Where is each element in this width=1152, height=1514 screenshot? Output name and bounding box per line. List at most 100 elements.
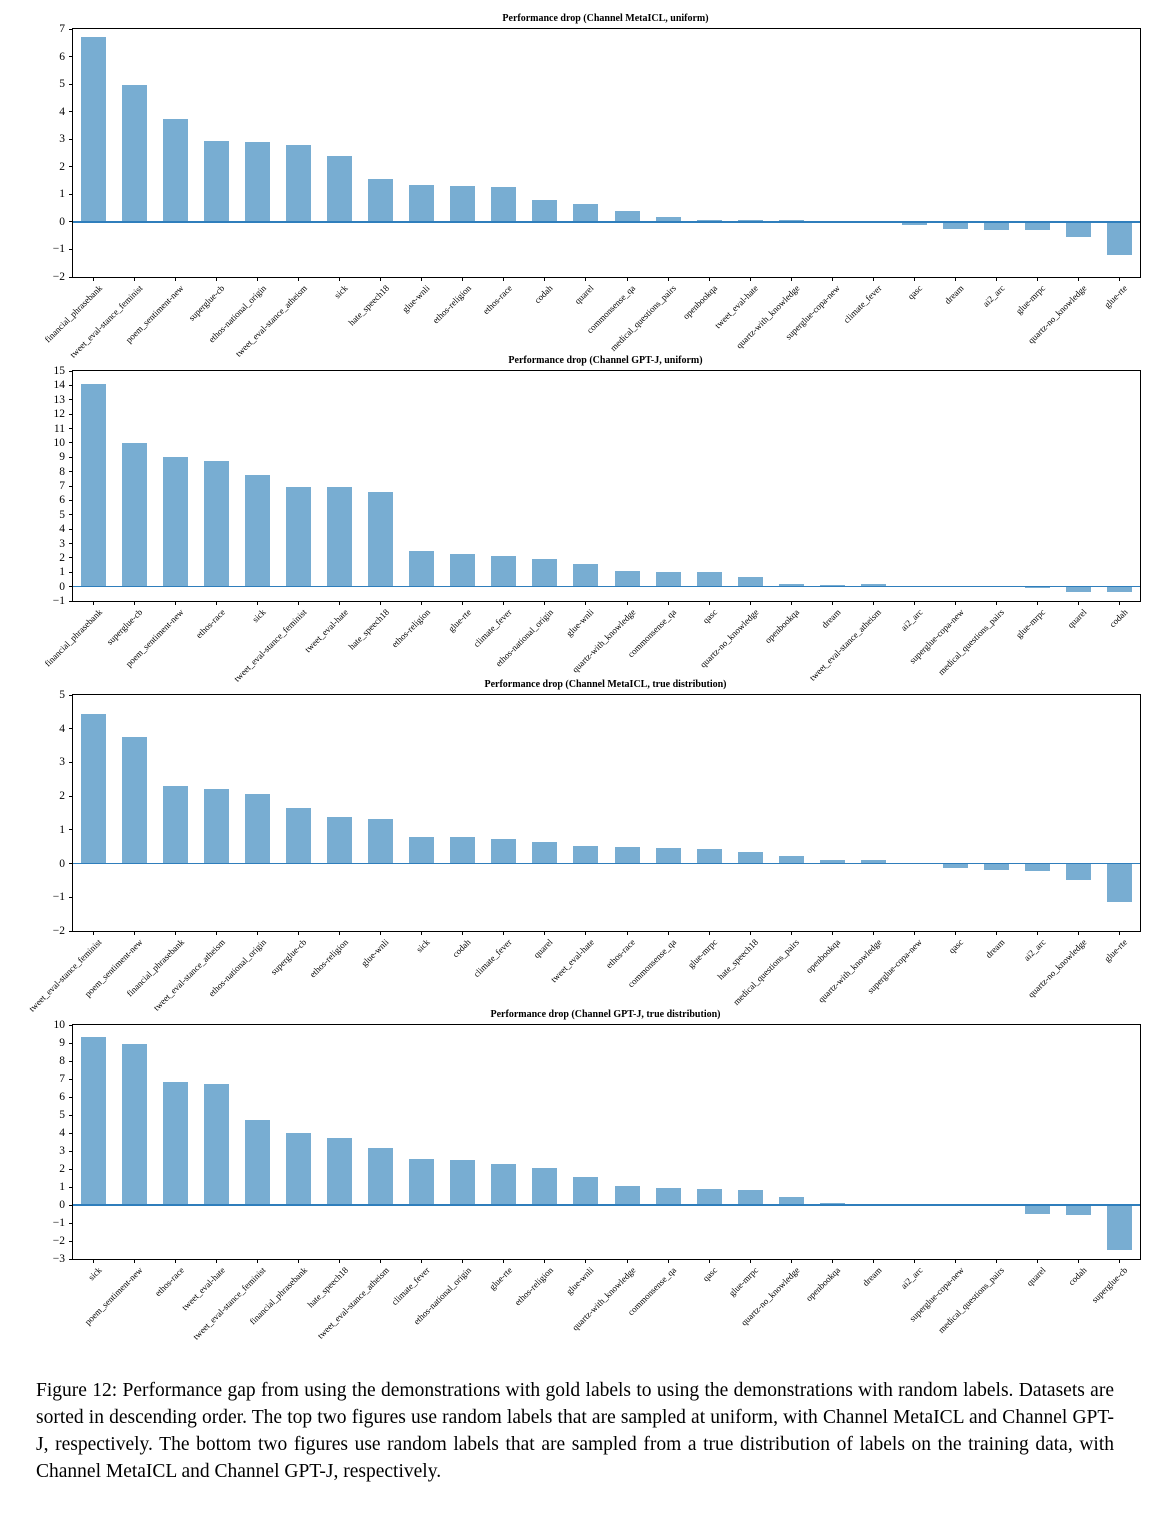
bar-qasc	[901, 221, 927, 226]
x-tick-mark	[298, 601, 300, 605]
x-tick-mark	[380, 1259, 382, 1263]
x-tick-mark	[954, 1259, 956, 1263]
x-tick-label: ethos-religion	[512, 1265, 556, 1308]
x-tick-mark	[790, 277, 792, 281]
y-tick-mark	[69, 728, 73, 730]
x-tick-label: sick	[250, 607, 268, 625]
bar-glue-mrpc	[1024, 586, 1050, 589]
bar-financial_phrasebank	[286, 1133, 312, 1205]
x-tick-mark	[134, 277, 136, 281]
x-tick-mark	[749, 277, 751, 281]
x-tick-mark	[1036, 1259, 1038, 1263]
x-tick-label: glue-wnli	[564, 607, 597, 639]
x-tick-label: codah	[532, 283, 556, 306]
x-tick-label: ai2_arc	[1021, 937, 1048, 963]
bar-tweet_eval-stance_atheism	[368, 1148, 394, 1205]
x-tick-mark	[134, 931, 136, 935]
x-tick-label: glue-wnli	[400, 283, 432, 315]
y-tick-mark	[69, 1258, 73, 1260]
x-tick-label: hate_speech18	[346, 283, 391, 328]
x-tick-label: ethos-race	[152, 1265, 186, 1299]
y-tick-label: 2	[59, 790, 65, 803]
x-tick-mark	[257, 1259, 259, 1263]
y-tick-label: 14	[53, 379, 66, 392]
bar-glue-mrpc	[696, 849, 722, 864]
bar-glue-wnli	[409, 184, 435, 222]
bar-commonsense_qa	[614, 210, 640, 222]
x-tick-label: quarel	[573, 283, 597, 306]
x-tick-mark	[954, 277, 956, 281]
x-tick-label: openbookqa	[763, 607, 802, 646]
x-tick-label: ethos-race	[193, 607, 227, 641]
bar-climate_fever	[409, 1159, 435, 1205]
x-tick-mark	[872, 601, 874, 605]
bar-medical_questions_pairs	[655, 216, 681, 222]
bar-ethos-race	[491, 187, 517, 222]
x-tick-mark	[1036, 601, 1038, 605]
x-tick-mark	[1077, 601, 1079, 605]
x-tick-mark	[380, 931, 382, 935]
chart-title: Performance drop (Channel GPT-J, true di…	[490, 1009, 721, 1020]
x-tick-label: ethos-race	[603, 937, 638, 971]
y-tick-mark	[69, 761, 73, 763]
x-tick-label: codah	[450, 937, 473, 960]
y-tick-mark	[69, 514, 73, 516]
x-tick-mark	[1077, 931, 1079, 935]
x-tick-mark	[954, 931, 956, 935]
y-tick-mark	[69, 83, 73, 85]
y-tick-label: 4	[59, 722, 65, 735]
y-tick-mark	[69, 571, 73, 573]
bar-tweet_eval-stance_atheism	[860, 584, 886, 587]
x-tick-mark	[749, 601, 751, 605]
bar-commonsense_qa	[655, 1187, 681, 1205]
x-tick-label: tweet_eval-hate	[302, 607, 350, 655]
y-tick-mark	[69, 399, 73, 401]
y-tick-label: 12	[53, 408, 66, 421]
y-tick-label: 1	[59, 566, 65, 579]
x-tick-mark	[216, 601, 218, 605]
y-tick-mark	[69, 471, 73, 473]
x-tick-mark	[954, 601, 956, 605]
x-tick-mark	[667, 1259, 669, 1263]
x-tick-label: superglue-cb	[104, 607, 145, 647]
y-tick-label: −1	[52, 243, 65, 256]
bar-ethos-race	[204, 460, 230, 587]
bar-tweet_eval-stance_atheism	[286, 144, 312, 222]
x-tick-label: dream	[983, 937, 1007, 960]
x-tick-mark	[708, 277, 710, 281]
y-tick-label: 3	[59, 133, 65, 146]
x-tick-mark	[175, 601, 177, 605]
x-tick-mark	[1118, 601, 1120, 605]
x-tick-mark	[298, 277, 300, 281]
x-tick-mark	[913, 931, 915, 935]
y-tick-label: 1	[59, 1181, 65, 1193]
y-tick-label: −3	[52, 1253, 65, 1265]
y-tick-label: 2	[59, 551, 65, 564]
plot-area: 10 9 8 7 6 5 4 3 2 1 0 −1 −2 −3 sick poem_sentiment-new…	[53, 1019, 1141, 1342]
y-tick-mark	[69, 1168, 73, 1170]
x-tick-mark	[995, 931, 997, 935]
x-tick-mark	[626, 277, 628, 281]
bar-qasc	[696, 571, 722, 587]
zero-line	[73, 221, 1140, 223]
x-tick-mark	[462, 277, 464, 281]
bar-superglue-cb	[1106, 1205, 1132, 1250]
y-tick-label: 8	[59, 1055, 65, 1067]
bar-ethos-race	[614, 846, 640, 864]
y-tick-label: 9	[59, 451, 65, 464]
y-tick-label: −2	[52, 925, 65, 937]
x-tick-label: qasc	[946, 937, 966, 956]
x-tick-mark	[831, 601, 833, 605]
y-tick-label: 8	[59, 465, 65, 478]
x-tick-mark	[708, 931, 710, 935]
x-tick-label: ethos-race	[480, 283, 514, 317]
bar-sick	[409, 836, 435, 864]
x-tick-label: glue-mrpc	[1014, 607, 1048, 641]
x-tick-mark	[708, 1259, 710, 1263]
bar-poem_sentiment-new	[122, 737, 148, 864]
y-tick-label: 4	[59, 105, 65, 118]
x-tick-mark	[1077, 1259, 1079, 1263]
y-tick-label: 6	[59, 1091, 65, 1103]
bar-qasc	[696, 1188, 722, 1205]
